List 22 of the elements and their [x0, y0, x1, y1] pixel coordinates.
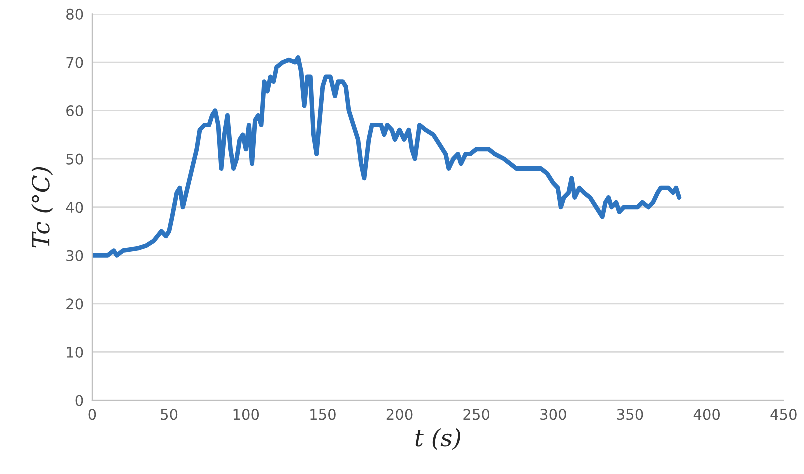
- y-tick-label: 80: [66, 8, 84, 20]
- x-tick-label: 50: [161, 409, 178, 420]
- x-tick-label: 300: [540, 409, 566, 420]
- y-tick-label: 30: [66, 250, 84, 262]
- y-tick-label: 20: [66, 298, 84, 310]
- x-tick-label: 400: [694, 409, 720, 420]
- y-tick-label: 60: [66, 106, 84, 117]
- x-tick-label: 0: [88, 409, 96, 420]
- y-axis-title: Tc (°C): [32, 167, 54, 248]
- y-tick-label: 50: [66, 154, 84, 165]
- line-series: [92, 55, 682, 258]
- x-tick-label: 250: [464, 409, 490, 420]
- y-tick-label: 0: [76, 395, 84, 406]
- x-tick-label: 100: [234, 409, 260, 420]
- y-tick-label: 10: [67, 346, 84, 358]
- y-tick-label: 70: [66, 57, 84, 68]
- x-tick-label: 150: [310, 409, 336, 420]
- x-tick-label: 350: [617, 409, 644, 420]
- x-tick-label: 450: [770, 409, 797, 420]
- x-tick-label: 200: [386, 409, 413, 420]
- y-tick-label: 40: [66, 202, 84, 214]
- x-axis-title: t (s): [416, 428, 460, 450]
